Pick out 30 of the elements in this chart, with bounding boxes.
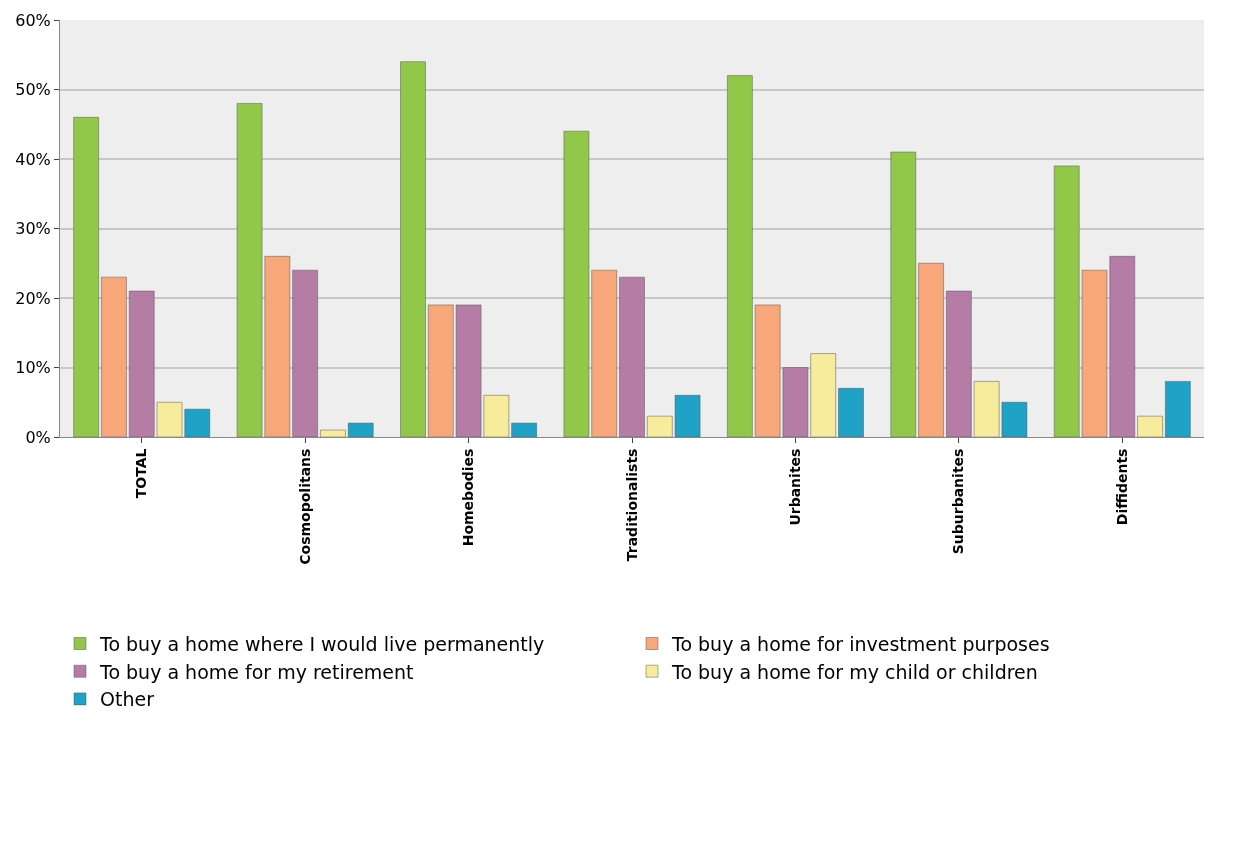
bar	[890, 151, 917, 437]
y-tick-label: 60%	[15, 10, 51, 30]
x-tick-label: Diffidents	[1113, 448, 1130, 526]
bar	[73, 117, 99, 437]
bar	[1137, 415, 1163, 437]
legend-label: Other	[100, 688, 155, 711]
bar	[918, 263, 944, 437]
bar	[1165, 381, 1191, 437]
x-tick-label: TOTAL	[133, 448, 150, 499]
x-tick-label: Traditionalists	[623, 448, 640, 562]
x-tick-label: Suburbanites	[950, 448, 967, 555]
legend-label: To buy a home where I would live permanently	[99, 632, 545, 655]
y-tick-label: 20%	[15, 288, 51, 308]
legend-label: To buy a home for my child or children	[671, 660, 1038, 683]
legend-label: To buy a home for investment purposes	[671, 632, 1050, 655]
x-tick-label: Cosmopolitans	[296, 448, 313, 565]
y-tick-label: 0%	[25, 427, 51, 447]
bar	[347, 422, 374, 437]
bar	[838, 388, 864, 437]
y-tick-label: 10%	[15, 358, 51, 378]
x-tick-label: Homebodies	[460, 448, 477, 547]
x-tick-label: Urbanites	[786, 448, 803, 526]
bar	[101, 276, 127, 437]
bar	[320, 429, 346, 437]
y-tick-label: 30%	[15, 219, 51, 239]
bar	[400, 61, 426, 437]
y-tick-label: 50%	[15, 80, 51, 100]
bar	[619, 276, 645, 437]
legend-label: To buy a home for my retirement	[99, 660, 414, 683]
y-tick-label: 40%	[15, 149, 51, 169]
